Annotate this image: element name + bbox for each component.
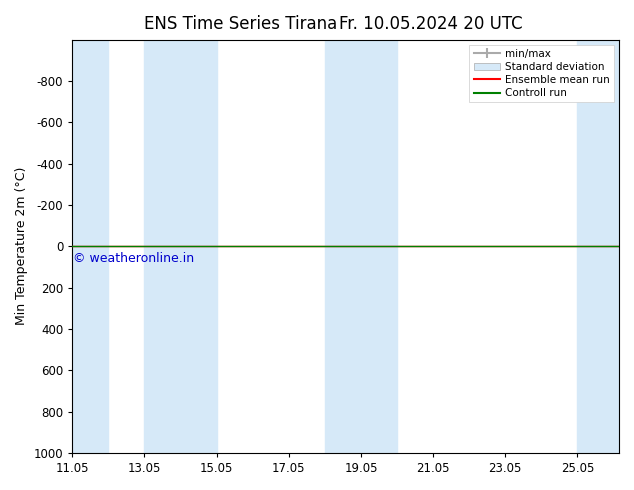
Text: ENS Time Series Tirana: ENS Time Series Tirana (145, 15, 337, 33)
Bar (72, 40, 108, 453)
Bar (578, 40, 619, 453)
Bar (325, 40, 397, 453)
Text: Fr. 10.05.2024 20 UTC: Fr. 10.05.2024 20 UTC (339, 15, 523, 33)
Text: © weatheronline.in: © weatheronline.in (73, 252, 194, 266)
Bar (145, 40, 217, 453)
Legend: min/max, Standard deviation, Ensemble mean run, Controll run: min/max, Standard deviation, Ensemble me… (469, 45, 614, 102)
Y-axis label: Min Temperature 2m (°C): Min Temperature 2m (°C) (15, 167, 28, 325)
